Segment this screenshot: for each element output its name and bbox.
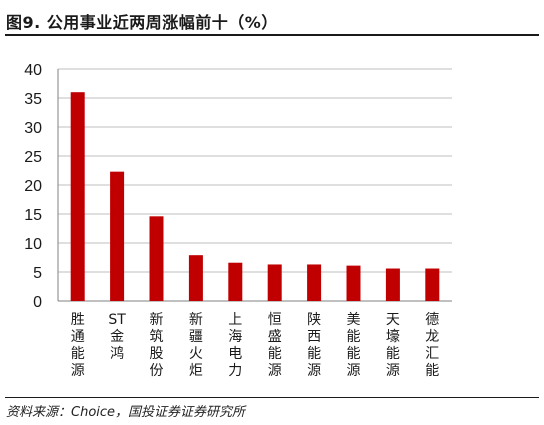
bar xyxy=(149,216,164,301)
bar xyxy=(307,264,322,301)
x-category-label: 新疆火炬 xyxy=(189,312,203,379)
x-category-label: 新筑股份 xyxy=(150,312,164,379)
chart-title: 图9. 公用事业近两周涨幅前十（%） xyxy=(6,13,278,32)
bar xyxy=(70,92,85,301)
bar xyxy=(110,171,125,301)
y-tick-label: 0 xyxy=(33,294,42,311)
y-tick-label: 5 xyxy=(33,265,42,282)
bar xyxy=(188,255,203,301)
x-category-label: 德龙汇能 xyxy=(425,312,439,379)
y-tick-label: 35 xyxy=(24,91,42,108)
x-category-label: 天壕能源 xyxy=(386,312,400,379)
bar xyxy=(267,264,282,301)
y-tick-label: 15 xyxy=(24,207,42,224)
source-divider xyxy=(5,397,539,398)
y-tick-label: 30 xyxy=(24,120,42,137)
source-note: 资料来源：Choice，国投证券证券研究所 xyxy=(6,405,246,420)
bar xyxy=(385,268,400,301)
x-category-label: ST 金鸿 xyxy=(108,312,126,362)
x-category-label: 陕西能源 xyxy=(307,312,321,379)
y-tick-label: 25 xyxy=(24,149,42,166)
y-tick-label: 40 xyxy=(24,62,42,79)
bar xyxy=(228,262,243,301)
bar xyxy=(346,265,361,301)
x-category-label: 恒盛能源 xyxy=(268,312,282,379)
x-category-label: 上海电力 xyxy=(228,312,242,379)
x-category-label: 胜通能源 xyxy=(71,312,85,379)
bar-chart: 0 5 10 15 20 25 30 35 40 胜通能源 ST 金鸿 新筑股份 新疆火炬 上海电力 恒盛能源… xyxy=(24,62,452,379)
y-tick-label: 10 xyxy=(24,236,42,253)
y-tick-label: 20 xyxy=(24,178,42,195)
title-divider xyxy=(5,34,539,36)
x-category-label: 美能能源 xyxy=(347,312,361,379)
bar xyxy=(425,268,440,301)
